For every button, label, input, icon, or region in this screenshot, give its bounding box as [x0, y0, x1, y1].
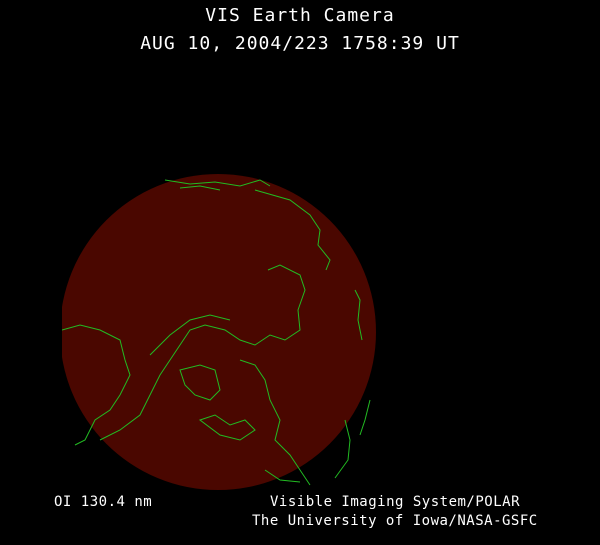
image-title: VIS Earth Camera [205, 5, 395, 26]
coastlines [62, 179, 371, 486]
instrument-label: Visible Imaging System/POLAR [270, 494, 521, 510]
wavelength-label: OI 130.4 nm [54, 494, 153, 510]
image-timestamp: AUG 10, 2004/223 1758:39 UT [140, 33, 460, 54]
credit-label: The University of Iowa/NASA-GSFC [252, 513, 538, 529]
earth-disk [62, 174, 376, 490]
